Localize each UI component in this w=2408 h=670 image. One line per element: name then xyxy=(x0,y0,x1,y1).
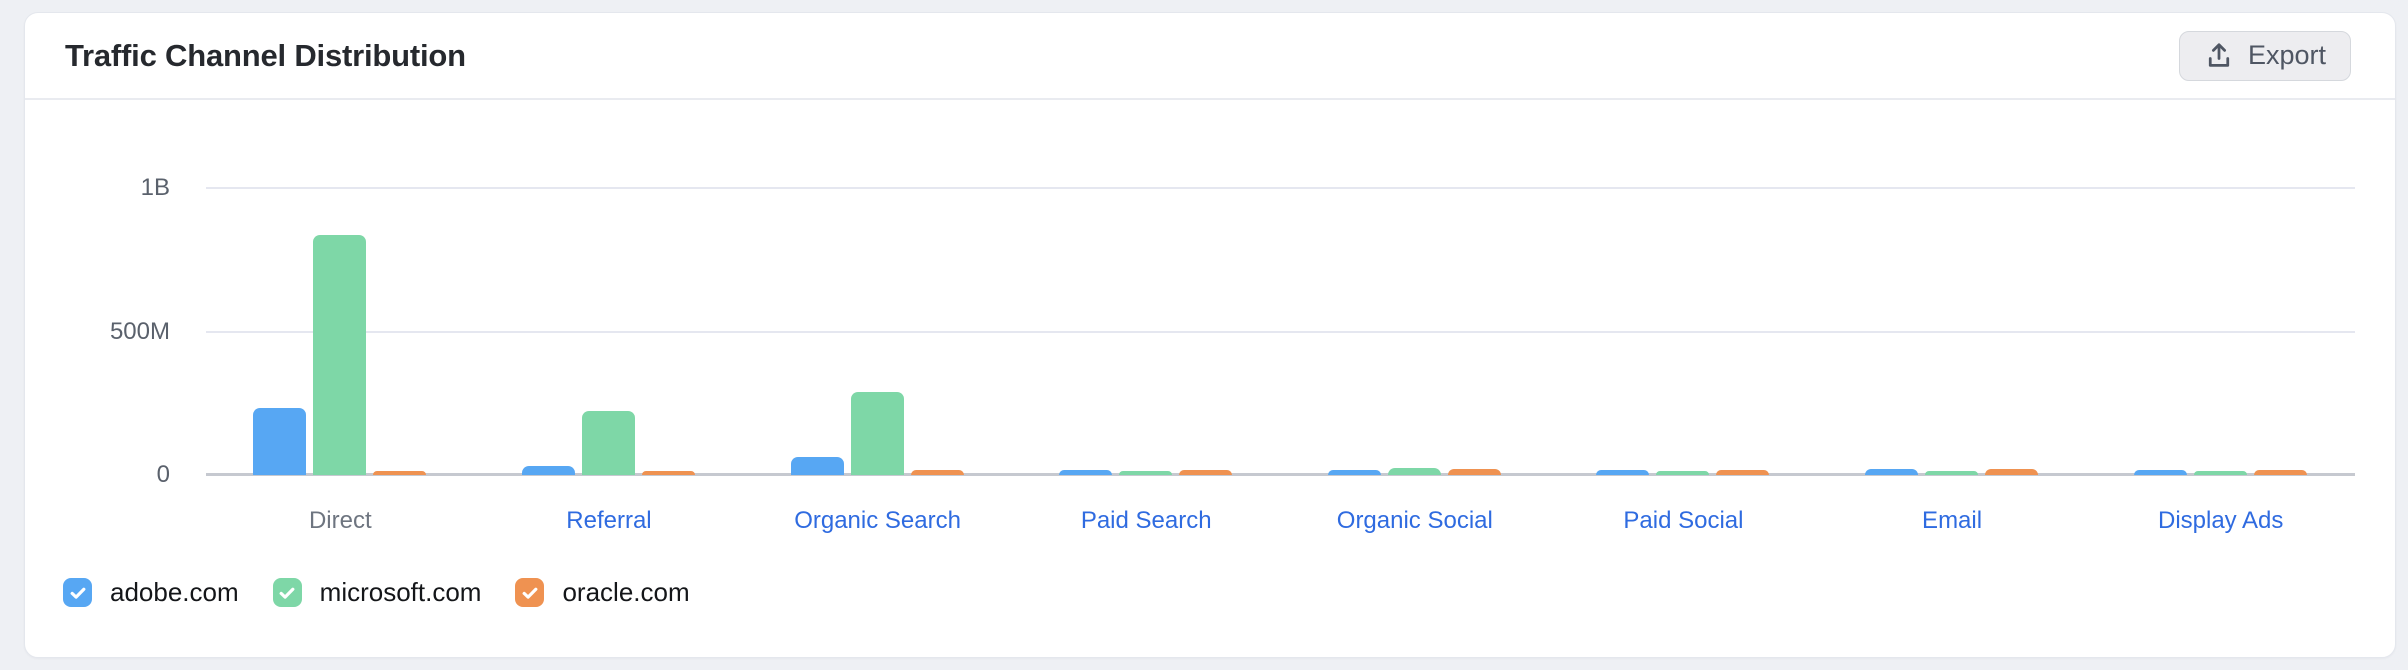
legend-checkbox[interactable] xyxy=(272,578,302,607)
bar[interactable] xyxy=(1865,469,1919,475)
bar[interactable] xyxy=(313,235,367,475)
bar[interactable] xyxy=(1327,470,1381,475)
check-icon xyxy=(522,587,538,599)
bar-group xyxy=(790,392,965,475)
x-label-organic-search[interactable]: Organic Search xyxy=(794,507,961,534)
legend-label: microsoft.com xyxy=(319,577,482,607)
bar-group xyxy=(253,235,427,475)
x-label-email[interactable]: Email xyxy=(1922,507,1983,534)
bar[interactable] xyxy=(521,466,575,475)
export-button[interactable]: Export xyxy=(2178,30,2351,81)
gridline xyxy=(206,187,2355,189)
traffic-channel-card: Traffic Channel Distribution Export 0 500… xyxy=(24,12,2396,658)
y-axis: 0 500M 1B xyxy=(25,151,170,488)
bar[interactable] xyxy=(2133,470,2187,475)
bar-group xyxy=(1059,470,1233,475)
bar-group xyxy=(1865,469,2039,475)
bar[interactable] xyxy=(910,470,964,475)
bar-group xyxy=(521,411,696,475)
bar[interactable] xyxy=(253,408,307,475)
bar[interactable] xyxy=(1119,471,1173,475)
gridline xyxy=(206,330,2355,333)
y-tick-label: 0 xyxy=(156,461,170,488)
legend-item-adobe-com[interactable]: adobe.com xyxy=(63,577,239,608)
bar[interactable] xyxy=(1656,471,1710,475)
check-icon xyxy=(70,587,85,599)
bar[interactable] xyxy=(1447,469,1501,475)
x-label-display-ads[interactable]: Display Ads xyxy=(2157,507,2284,534)
export-button-label: Export xyxy=(2247,40,2326,70)
bar-group xyxy=(2133,470,2308,475)
legend-item-microsoft-com[interactable]: microsoft.com xyxy=(272,577,482,608)
legend-checkbox[interactable] xyxy=(515,578,545,607)
upload-icon xyxy=(2208,42,2230,67)
bar[interactable] xyxy=(641,471,695,475)
bar[interactable] xyxy=(1179,470,1233,475)
traffic-chart: 0 500M 1B Direct Referral Organic Search Paid… xyxy=(25,100,2395,657)
x-label-referral[interactable]: Referral xyxy=(566,507,652,534)
legend-item-oracle-com[interactable]: oracle.com xyxy=(515,577,690,608)
plot-area xyxy=(206,151,2355,476)
x-label-paid-social[interactable]: Paid Social xyxy=(1623,507,1744,534)
legend-label: adobe.com xyxy=(110,577,239,607)
bar[interactable] xyxy=(850,392,904,475)
x-label-direct[interactable]: Direct xyxy=(308,507,372,534)
x-label-paid-search[interactable]: Paid Search xyxy=(1080,507,1212,534)
legend-checkbox[interactable] xyxy=(63,578,92,607)
bar[interactable] xyxy=(2193,471,2247,475)
y-tick-label: 500M xyxy=(109,317,170,345)
bar[interactable] xyxy=(1387,468,1441,475)
x-label-organic-social[interactable]: Organic Social xyxy=(1336,507,1493,534)
bar[interactable] xyxy=(581,411,635,475)
bar-group xyxy=(1327,468,1502,475)
bar[interactable] xyxy=(373,471,427,475)
axis-baseline xyxy=(206,473,2355,476)
bar[interactable] xyxy=(2253,470,2307,475)
legend-label: oracle.com xyxy=(562,577,690,607)
chart-legend: adobe.com microsoft.com oracle.com xyxy=(63,577,724,608)
y-tick-label: 1B xyxy=(140,174,170,201)
bar[interactable] xyxy=(1596,470,1650,475)
bar[interactable] xyxy=(1925,471,1979,475)
card-header: Traffic Channel Distribution Export xyxy=(25,13,2395,100)
bar[interactable] xyxy=(790,457,844,475)
bar-group xyxy=(1596,470,1770,475)
page-title: Traffic Channel Distribution xyxy=(65,37,466,73)
check-icon xyxy=(279,587,295,599)
bar[interactable] xyxy=(1059,470,1113,475)
x-axis: Direct Referral Organic Search Paid Search O… xyxy=(206,505,2355,537)
bar[interactable] xyxy=(1985,469,2039,475)
bar[interactable] xyxy=(1716,470,1770,475)
